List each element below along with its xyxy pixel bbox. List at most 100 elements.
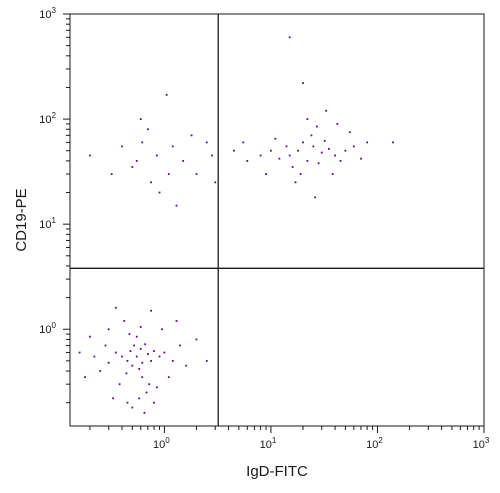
y-tick-label: 103 xyxy=(39,6,56,21)
data-point xyxy=(195,338,198,341)
y-axis-label: CD19-PE xyxy=(13,188,30,251)
data-point xyxy=(141,376,144,379)
data-point xyxy=(339,160,342,162)
x-tick-label: 101 xyxy=(260,436,277,451)
data-point xyxy=(126,401,129,404)
data-point xyxy=(185,364,188,367)
data-point xyxy=(107,328,110,331)
data-point xyxy=(214,181,217,184)
data-point xyxy=(93,355,96,358)
data-point xyxy=(167,376,170,379)
data-point xyxy=(288,36,291,39)
data-point xyxy=(155,154,158,157)
data-point xyxy=(158,191,161,194)
y-tick-label-exponent: 1 xyxy=(52,216,57,225)
data-point xyxy=(265,173,267,175)
data-point xyxy=(89,154,91,157)
x-tick-label: 102 xyxy=(366,436,383,451)
data-point xyxy=(211,154,213,157)
data-point xyxy=(148,383,151,386)
data-point xyxy=(205,359,208,362)
data-point xyxy=(125,372,128,375)
data-point xyxy=(336,122,339,125)
data-point xyxy=(274,137,277,140)
data-point xyxy=(131,166,134,168)
data-point xyxy=(112,397,114,400)
x-tick-label-exponent: 3 xyxy=(485,436,490,445)
data-point xyxy=(141,361,144,364)
data-point xyxy=(135,355,138,358)
data-point xyxy=(302,141,304,144)
data-point xyxy=(312,145,315,148)
data-point xyxy=(84,376,86,379)
data-point xyxy=(331,173,334,175)
data-point xyxy=(110,173,113,175)
data-point xyxy=(175,204,178,207)
data-point xyxy=(195,173,198,175)
y-tick-label-exponent: 2 xyxy=(52,111,57,120)
data-point xyxy=(145,391,148,394)
x-axis-label: IgD-FITC xyxy=(246,463,308,480)
data-point xyxy=(246,160,249,162)
data-point xyxy=(150,181,152,184)
data-point xyxy=(348,131,351,134)
data-point xyxy=(175,320,178,322)
data-point xyxy=(138,397,141,400)
x-tick-label: 100 xyxy=(153,436,170,451)
data-point xyxy=(291,166,294,168)
data-point xyxy=(352,145,355,148)
data-point xyxy=(366,141,369,144)
data-point xyxy=(317,162,320,165)
data-point xyxy=(179,344,181,347)
data-point xyxy=(129,350,132,352)
data-point xyxy=(161,328,163,331)
data-point xyxy=(89,335,91,338)
data-point xyxy=(133,344,136,347)
data-point xyxy=(297,149,300,152)
data-point xyxy=(146,128,149,131)
data-point xyxy=(158,355,161,358)
data-point xyxy=(233,149,235,152)
y-tick-label-exponent: 3 xyxy=(52,6,57,15)
data-point xyxy=(114,351,117,354)
data-point xyxy=(139,118,142,120)
data-point xyxy=(131,406,134,409)
data-point xyxy=(163,351,166,354)
data-point xyxy=(327,148,330,150)
data-point xyxy=(205,141,208,144)
data-point xyxy=(144,343,147,346)
data-point xyxy=(302,82,304,84)
data-point xyxy=(155,386,158,389)
data-point xyxy=(171,145,174,148)
data-point xyxy=(107,361,110,364)
data-points-group xyxy=(78,36,394,414)
data-point xyxy=(150,359,152,362)
data-point xyxy=(315,125,318,128)
y-tick-label: 100 xyxy=(39,321,56,336)
data-point xyxy=(143,411,146,414)
data-point xyxy=(123,320,126,322)
data-point xyxy=(360,157,362,160)
data-point xyxy=(392,141,394,144)
data-point xyxy=(171,359,174,362)
data-point xyxy=(146,353,149,355)
data-point xyxy=(242,141,245,144)
data-point xyxy=(121,145,123,148)
x-tick-label-exponent: 0 xyxy=(165,436,170,445)
data-point xyxy=(135,160,138,162)
data-point xyxy=(118,383,121,386)
data-point xyxy=(135,335,138,338)
data-point xyxy=(323,140,326,142)
data-point xyxy=(306,160,309,162)
data-point xyxy=(325,109,328,112)
data-point xyxy=(344,149,347,152)
data-point xyxy=(294,181,297,184)
data-point xyxy=(299,173,302,175)
data-point xyxy=(150,309,152,312)
x-tick-label-exponent: 2 xyxy=(378,436,383,445)
data-point xyxy=(128,333,131,335)
data-point xyxy=(138,367,141,370)
x-tick-label: 103 xyxy=(473,436,490,451)
data-point xyxy=(306,118,309,120)
x-tick-label-exponent: 1 xyxy=(272,436,277,445)
